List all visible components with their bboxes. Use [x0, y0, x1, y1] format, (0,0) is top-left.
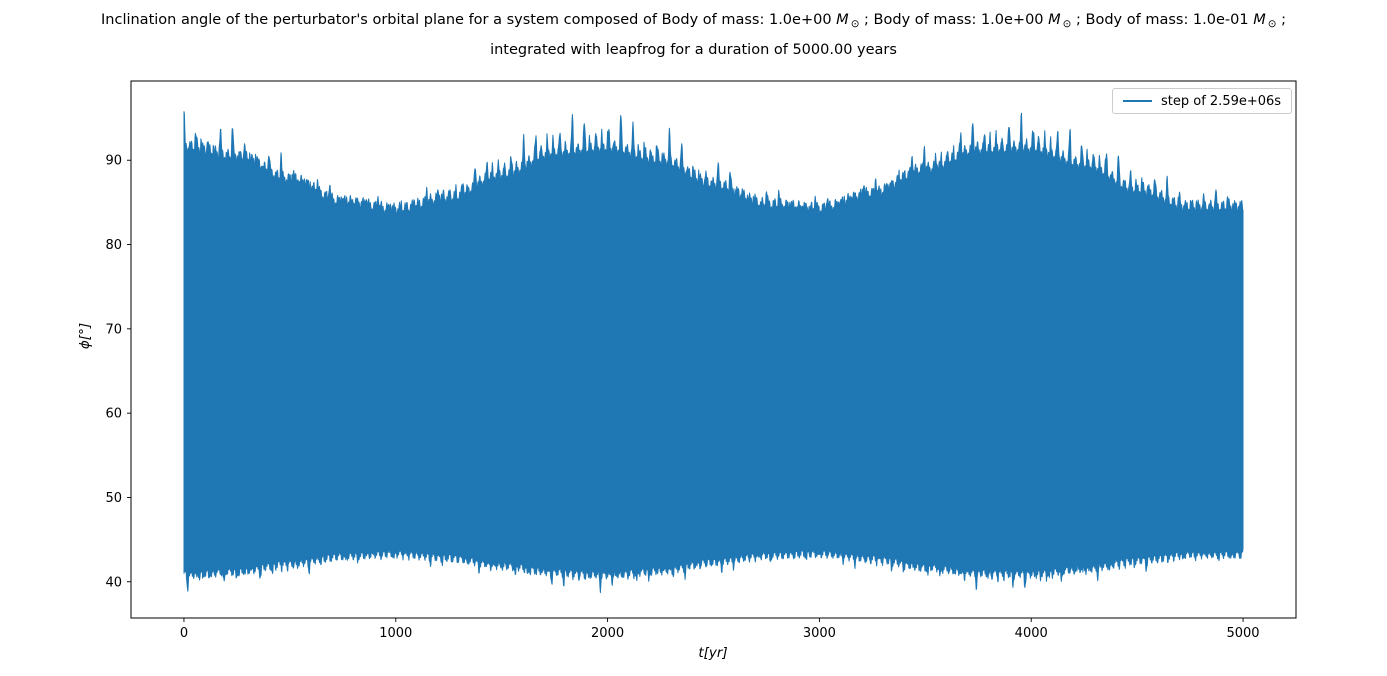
title-segment: M	[1253, 12, 1266, 28]
data-series	[183, 111, 1244, 594]
title-segment: M	[836, 12, 849, 28]
x-axis-label: t[yr]	[698, 645, 728, 661]
x-tick-label: 4000	[1015, 626, 1048, 641]
y-tick-label: 50	[105, 491, 122, 506]
title-segment: ⊙	[1062, 17, 1072, 30]
legend-box: step of 2.59e+06s	[1112, 88, 1293, 114]
y-tick-label: 80	[105, 238, 122, 253]
legend-line-sample	[1123, 100, 1152, 102]
plot-frame	[130, 80, 1297, 619]
x-tick-label: 2000	[591, 626, 624, 641]
x-tick-label: 3000	[803, 626, 836, 641]
y-axis-label: ϕ[°]	[77, 322, 93, 350]
chart-title-line1: Inclination angle of the perturbator's o…	[0, 7, 1387, 37]
y-tick-label: 60	[105, 407, 122, 422]
title-segment: Inclination angle of the perturbator's o…	[101, 12, 837, 28]
axis-ticks: 0 1000 2000 3000 4000 5000 40 50 60 70 80 90	[105, 154, 1259, 641]
axes-frame	[130, 80, 1297, 619]
inclination-band	[183, 111, 1244, 594]
legend-label: step of 2.59e+06s	[1161, 93, 1282, 109]
title-segment: ⊙	[850, 17, 860, 30]
title-segment: ; Body of mass: 1.0e+00	[859, 12, 1049, 28]
title-segment: M	[1048, 12, 1061, 28]
x-tick-label: 5000	[1226, 626, 1259, 641]
chart-title: Inclination angle of the perturbator's o…	[0, 7, 1387, 63]
x-tick-label: 0	[180, 626, 188, 641]
chart-title-line2: integrated with leapfrog for a duration …	[490, 41, 897, 58]
y-tick-label: 40	[105, 575, 122, 590]
title-segment: ⊙	[1267, 17, 1277, 30]
title-segment: ; Body of mass: 1.0e-01	[1071, 12, 1254, 28]
y-tick-label: 70	[105, 322, 122, 337]
title-segment: ;	[1276, 12, 1286, 28]
y-tick-label: 90	[105, 154, 122, 169]
x-tick-label: 1000	[379, 626, 412, 641]
